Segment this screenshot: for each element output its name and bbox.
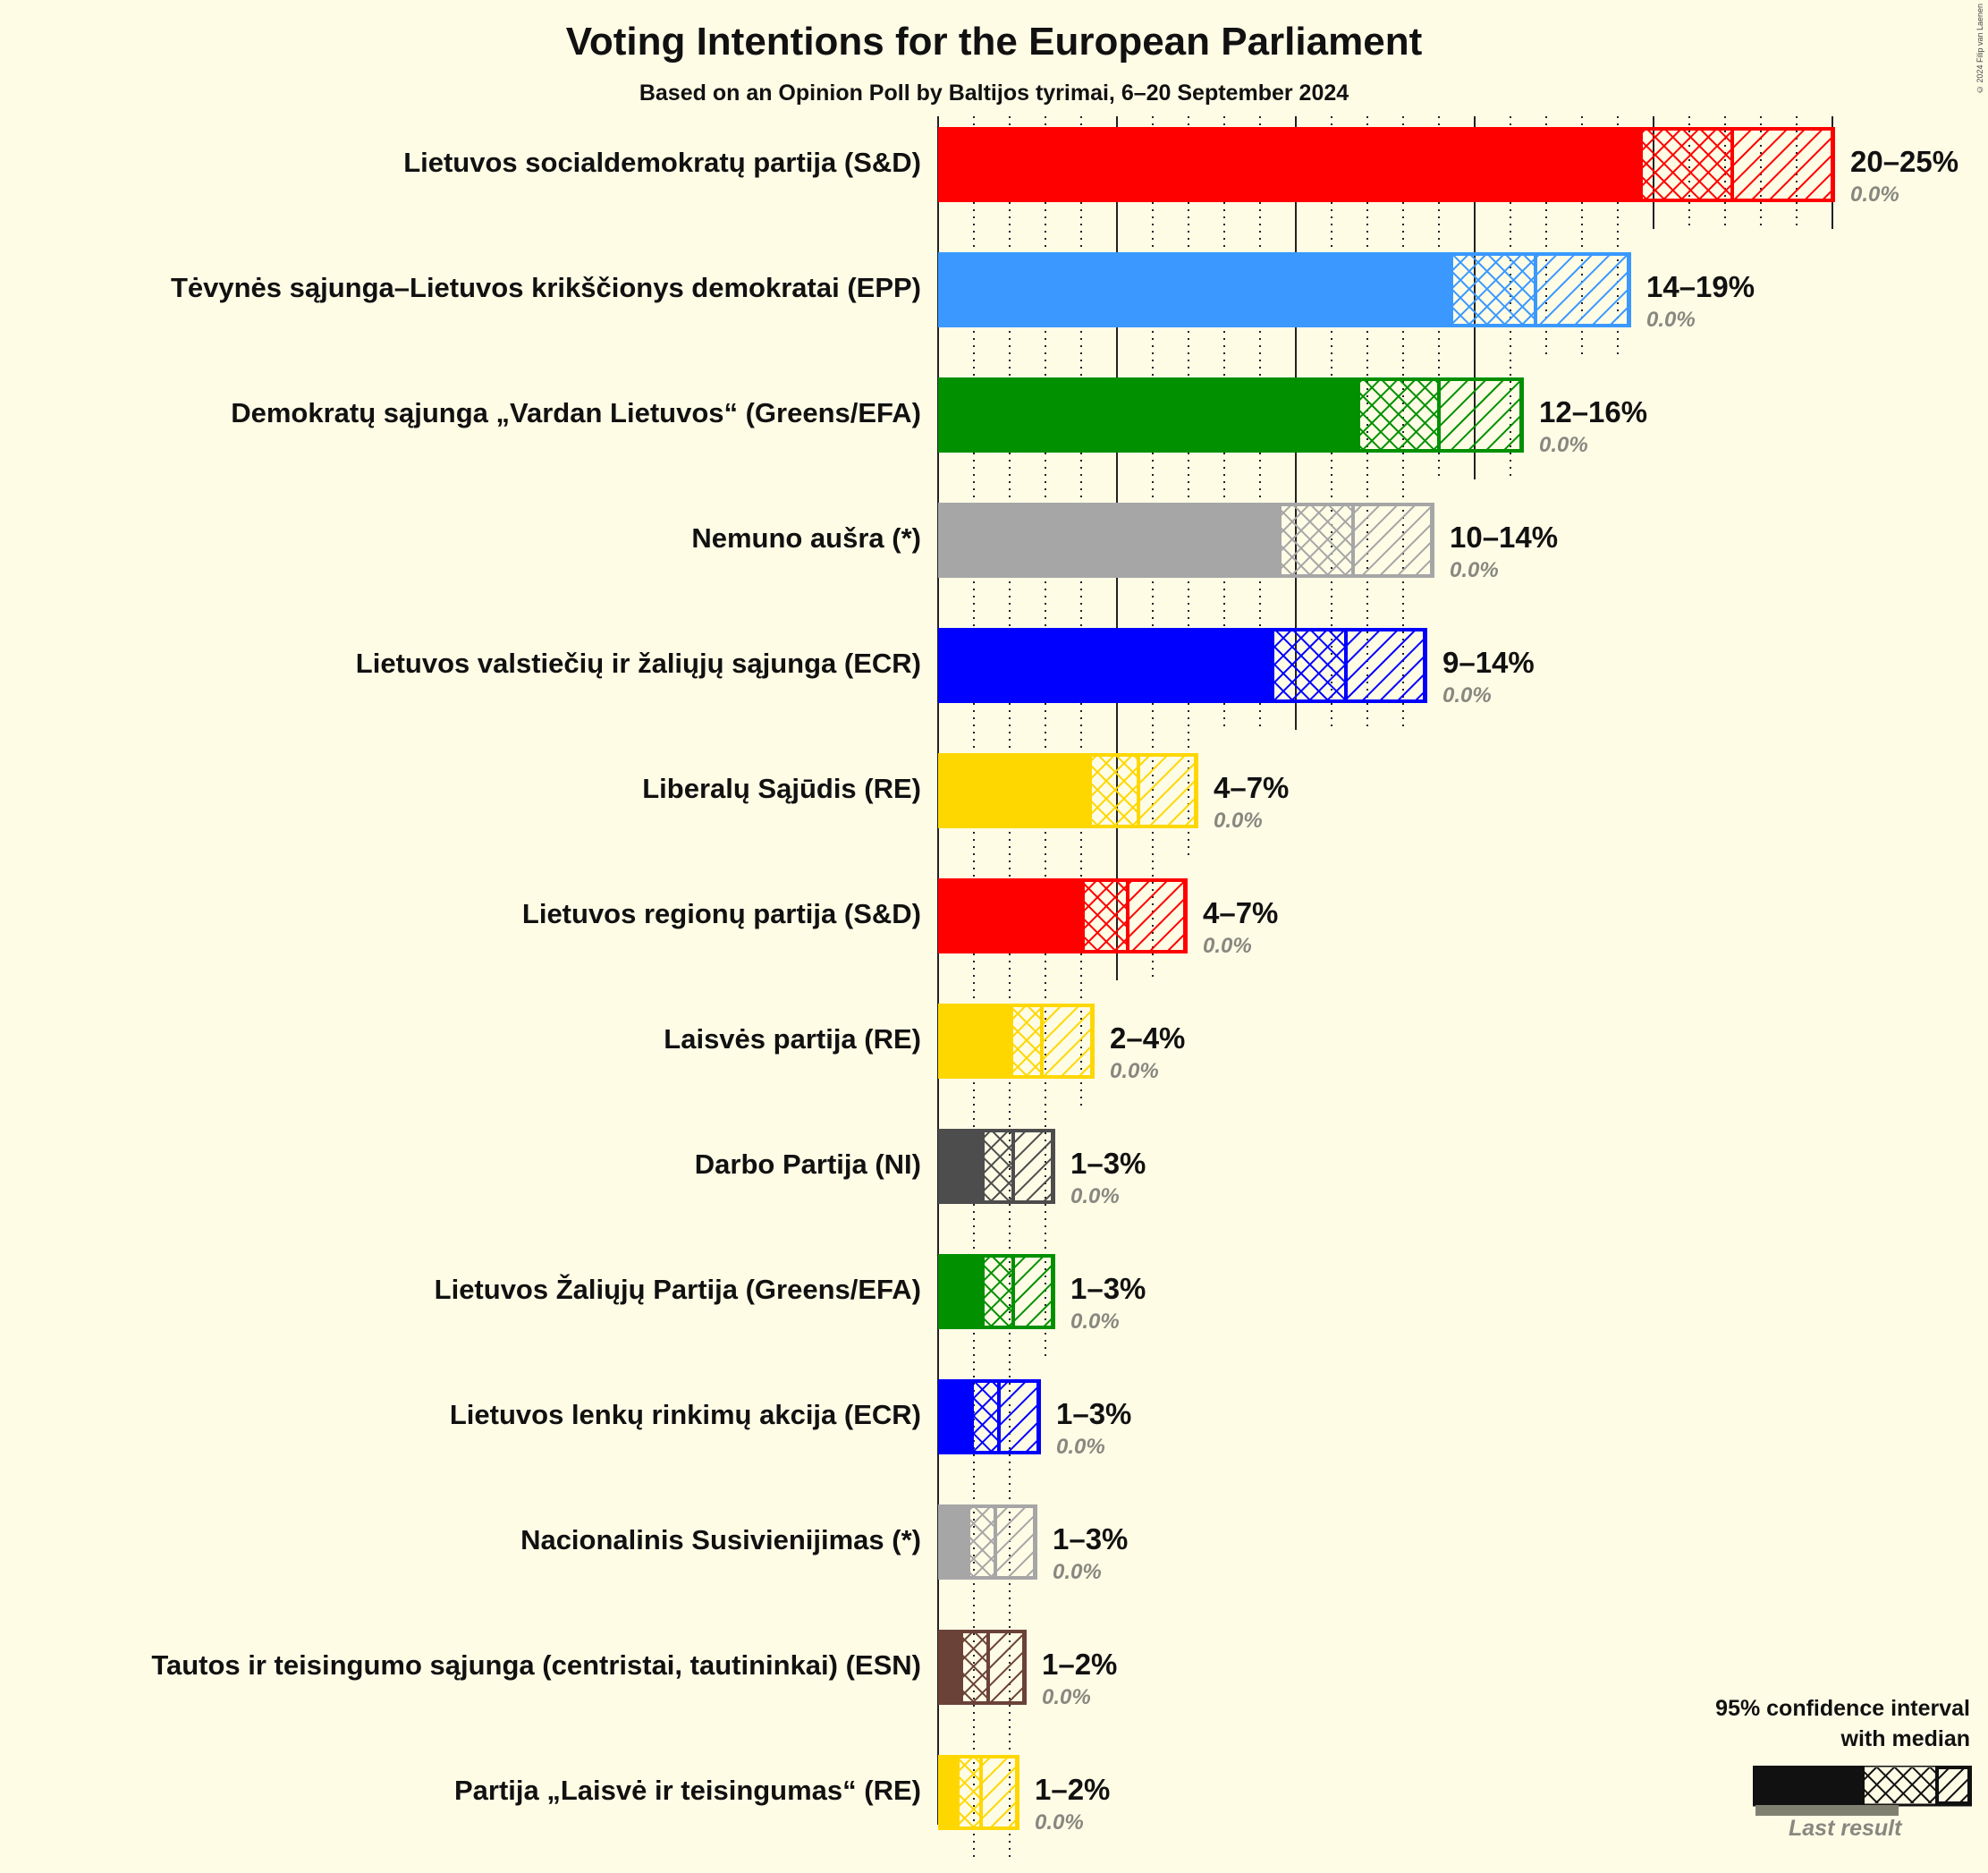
party-label: Lietuvos Žaliųjų Partija (Greens/EFA) — [434, 1274, 921, 1305]
ci-range-label: 4–7% — [1203, 896, 1279, 929]
party-label: Liberalų Sąjūdis (RE) — [642, 773, 921, 804]
party-bar — [938, 878, 1188, 953]
last-result-label: 0.0% — [1056, 1435, 1105, 1459]
legend-swatch — [1753, 1766, 1972, 1816]
last-result-label: 0.0% — [1850, 182, 1899, 207]
legend-title: 95% confidence interval with median — [1715, 1693, 1970, 1754]
party-bar — [938, 1379, 1041, 1454]
party-label: Lietuvos valstiečių ir žaliųjų sąjunga (… — [355, 648, 921, 679]
party-bar — [938, 1254, 1055, 1329]
chart-title: Voting Intentions for the European Parli… — [565, 20, 1423, 64]
legend-title-line2: with median — [1840, 1726, 1970, 1751]
last-result-label: 0.0% — [1442, 683, 1492, 708]
last-result-label: 0.0% — [1110, 1059, 1159, 1083]
party-bar — [938, 1630, 1027, 1705]
ci-range-label: 1–3% — [1056, 1397, 1132, 1430]
ci-range-label: 14–19% — [1646, 270, 1755, 303]
party-bar — [938, 1504, 1037, 1580]
party-bar — [938, 753, 1198, 828]
party-bar — [938, 1129, 1055, 1204]
party-label: Darbo Partija (NI) — [694, 1148, 921, 1180]
last-result-label: 0.0% — [1203, 934, 1252, 958]
party-label: Partija „Laisvė ir teisingumas“ (RE) — [453, 1775, 921, 1806]
ci-range-label: 20–25% — [1850, 145, 1959, 178]
ci-range-label: 1–2% — [1035, 1773, 1111, 1806]
party-label: Nemuno aušra (*) — [691, 522, 921, 554]
party-label: Lietuvos lenkų rinkimų akcija (ECR) — [449, 1399, 921, 1430]
party-bar — [938, 628, 1427, 703]
party-label: Tautos ir teisingumo sąjunga (centristai… — [151, 1649, 921, 1681]
party-bar — [938, 1004, 1095, 1079]
last-result-label: 0.0% — [1539, 433, 1588, 457]
last-result-label: 0.0% — [1070, 1309, 1120, 1334]
ci-range-label: 12–16% — [1539, 395, 1648, 428]
party-label: Demokratų sąjunga „Vardan Lietuvos“ (Gre… — [231, 397, 921, 428]
party-label: Lietuvos regionų partija (S&D) — [521, 898, 921, 929]
party-bar — [938, 252, 1631, 327]
last-result-label: 0.0% — [1042, 1685, 1091, 1709]
party-label: Tėvynės sąjunga–Lietuvos krikščionys dem… — [170, 272, 921, 303]
ci-range-label: 2–4% — [1110, 1021, 1186, 1055]
last-result-label: 0.0% — [1053, 1560, 1102, 1584]
party-label: Laisvės partija (RE) — [664, 1023, 921, 1055]
last-result-label: 0.0% — [1646, 308, 1696, 332]
ci-range-label: 1–3% — [1070, 1272, 1146, 1305]
party-label: Lietuvos socialdemokratų partija (S&D) — [403, 147, 921, 178]
ci-range-label: 1–2% — [1042, 1648, 1118, 1681]
ci-range-label: 9–14% — [1442, 646, 1535, 679]
chart-subtitle: Based on an Opinion Poll by Baltijos tyr… — [639, 81, 1349, 106]
ci-range-label: 1–3% — [1070, 1147, 1146, 1180]
last-result-label: 0.0% — [1450, 558, 1499, 582]
last-result-label: 0.0% — [1070, 1184, 1120, 1208]
party-bar — [938, 503, 1434, 578]
ci-range-label: 4–7% — [1214, 771, 1290, 804]
ci-range-label: 10–14% — [1450, 521, 1559, 554]
legend-title-line1: 95% confidence interval — [1715, 1696, 1970, 1721]
legend-last-result: Last result — [1789, 1816, 1902, 1841]
party-bar — [938, 127, 1835, 202]
last-result-label: 0.0% — [1035, 1810, 1084, 1835]
ci-range-label: 1–3% — [1053, 1522, 1129, 1555]
party-bar — [938, 377, 1524, 453]
last-result-label: 0.0% — [1214, 809, 1263, 833]
party-label: Nacionalinis Susivienijimas (*) — [520, 1524, 921, 1555]
party-bar — [938, 1755, 1019, 1830]
